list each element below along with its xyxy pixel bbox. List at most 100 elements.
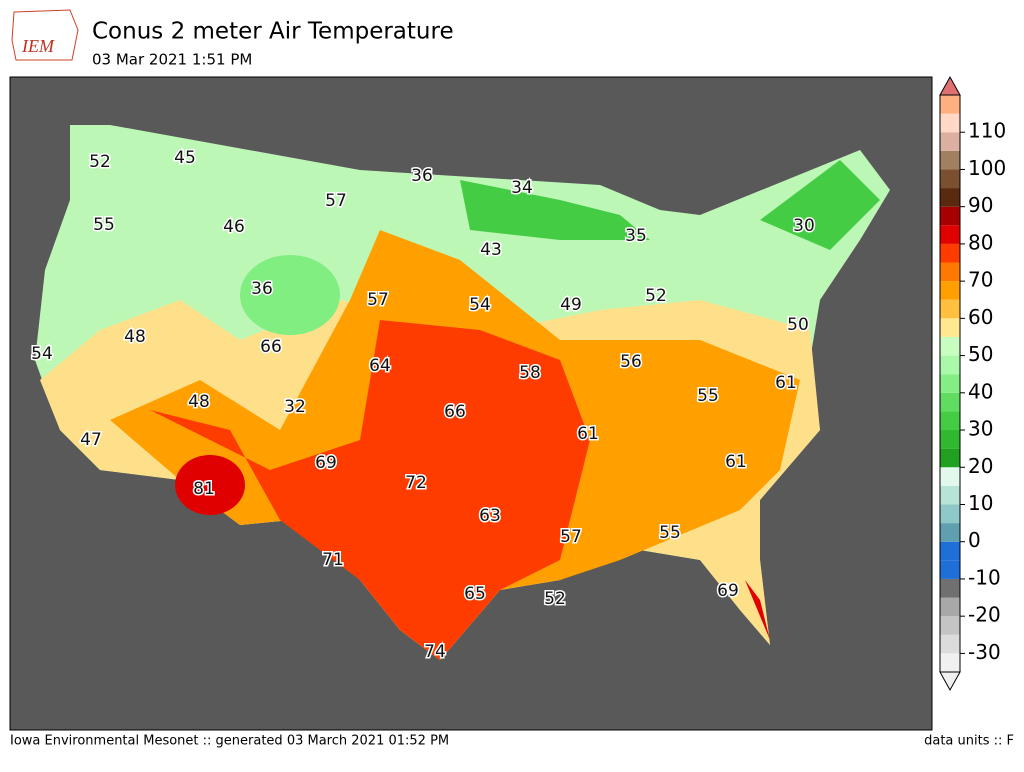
colorbar-band [940,150,960,170]
station-label: 64 [369,356,391,376]
station-label: 35 [625,226,647,246]
station-label: 32 [284,397,306,417]
station-label: 61 [775,373,797,393]
colorbar-band [940,634,960,654]
colorbar-outline [939,94,961,673]
station-label: 49 [560,295,582,315]
colorbar-tick-label: 100 [968,156,1006,180]
station-label: 71 [322,550,344,570]
station-label: 55 [659,523,681,543]
colorbar-band [940,523,960,542]
colorbar-tick-label: 0 [968,528,981,552]
station-label: 36 [251,279,273,299]
station-label: 57 [560,527,582,547]
colorbar-tick-label: 110 [968,119,1006,143]
colorbar-band [940,448,960,468]
station-label: 52 [544,589,566,609]
logo-text: IEM [21,36,55,56]
station-label: 30 [793,216,815,236]
station-label: 74 [424,642,446,662]
colorbar-band [940,132,960,151]
colorbar-band [940,262,960,282]
colorbar-band [940,485,960,505]
station-label: 50 [787,315,809,335]
colorbar-band [940,560,960,579]
station-label: 81 [193,479,215,499]
station-label: 61 [725,452,747,472]
colorbar-band [940,318,960,337]
colorbar-band [940,243,960,263]
station-label: 54 [469,295,491,315]
station-label: 55 [697,386,719,406]
colorbar-tick-label: 80 [968,230,993,254]
station-label: 57 [325,191,347,211]
station-label: 56 [620,352,642,372]
colorbar-band [940,392,960,412]
station-label: 66 [260,337,282,357]
station-label: 69 [315,453,337,473]
colorbar-band [940,374,960,393]
station-label: 45 [174,148,196,168]
colorbar-tick-label: -30 [968,640,1001,664]
colorbar-arrow-bottom [939,671,961,692]
station-label: 48 [124,327,146,347]
colorbar-band [940,95,960,114]
colorbar-band [940,653,960,672]
station-label: 47 [80,430,102,450]
station-labels: 52 45 36 34 57 55 46 43 35 30 36 57 54 49 52 50 48 54 66 64… [30,147,817,664]
station-label: 52 [645,286,667,306]
colorbar-band [940,430,960,449]
colorbar-band [940,467,960,486]
colorbar-tick-label: 70 [968,268,993,292]
colorbar-tick-label: 20 [968,454,993,478]
colorbar-band [940,578,960,598]
station-label: 36 [411,166,433,186]
station-label: 34 [511,178,533,198]
station-label: 69 [717,581,739,601]
station-label: 72 [405,473,427,493]
colorbar-band [940,113,960,133]
logo: IEM [11,9,79,61]
colorbar-band [940,597,960,617]
station-label: 57 [367,290,389,310]
colorbar-tick-label: 50 [968,342,993,366]
station-label: 58 [519,363,541,383]
station-label: 55 [93,215,115,235]
colorbar-band [940,281,960,300]
station-label: 52 [89,152,111,172]
colorbar-tick-label: -20 [968,603,1001,627]
colorbar-band [940,225,960,244]
colorbar-band [940,336,960,356]
station-label: 54 [31,344,53,364]
colorbar-band [940,169,960,189]
colorbar: -30 -20 -10 0 10 20 30 40 50 60 70 80 90 100 110 [939,75,1006,692]
colorbar-tick-label: -10 [968,565,1001,589]
colorbar-band [940,188,960,207]
station-label: 65 [464,584,486,604]
station-label: 46 [223,217,245,237]
colorbar-band [940,504,960,524]
colorbar-tick-label: 10 [968,491,993,515]
station-label: 66 [444,402,466,422]
colorbar-band [940,616,960,635]
footer-right: data units :: F [924,734,1014,749]
station-label: 48 [188,392,210,412]
footer-left: Iowa Environmental Mesonet :: generated … [10,734,449,749]
station-label: 61 [577,424,599,444]
station-label: 43 [480,240,502,260]
subtitle: 03 Mar 2021 1:51 PM [92,51,252,69]
colorbar-band [940,206,960,226]
colorbar-tick-label: 40 [968,379,993,403]
station-label: 63 [479,506,501,526]
colorbar-tick-label: 30 [968,417,993,441]
colorbar-band [940,541,960,561]
colorbar-band [940,411,960,431]
colorbar-tick-label: 90 [968,193,993,217]
colorbar-tick-label: 60 [968,305,993,329]
colorbar-arrow-top [939,75,961,96]
title: Conus 2 meter Air Temperature [92,19,454,45]
colorbar-band [940,299,960,319]
map-fill [35,125,890,660]
colorbar-band [940,355,960,375]
